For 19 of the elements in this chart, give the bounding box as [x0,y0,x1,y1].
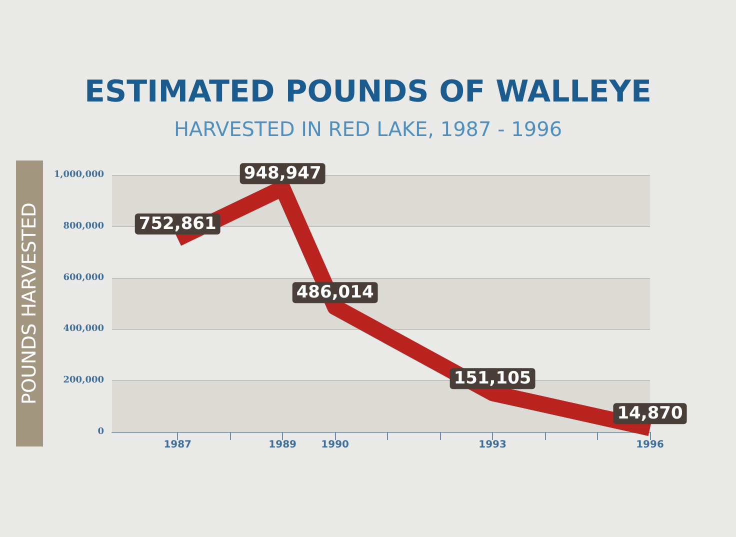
y-tick-label: 1,000,000 [54,170,104,180]
chart-subtitle: HARVESTED IN RED LAKE, 1987 - 1996 [174,117,562,141]
y-tick-label: 800,000 [63,221,104,232]
x-tick-label: 1996 [636,440,664,450]
y-tick-label: 600,000 [63,272,104,283]
chart-title: ESTIMATED POUNDS OF WALLEYE [84,74,652,110]
data-label: 486,014 [296,282,374,303]
data-label: 151,105 [454,368,532,389]
x-tick-label: 1990 [321,440,350,450]
x-tick-label: 1989 [268,440,297,450]
y-tick-label: 0 [98,427,104,437]
y-tick-label: 200,000 [63,376,104,386]
x-tick-label: 1987 [164,440,192,450]
data-label: 752,861 [138,214,216,234]
y-axis-title: POUNDS HARVESTED [18,202,40,405]
y-tick-label: 400,000 [63,324,104,334]
data-label: 948,947 [244,164,322,184]
x-tick-label: 1993 [478,440,506,450]
data-label: 14,870 [617,404,683,424]
